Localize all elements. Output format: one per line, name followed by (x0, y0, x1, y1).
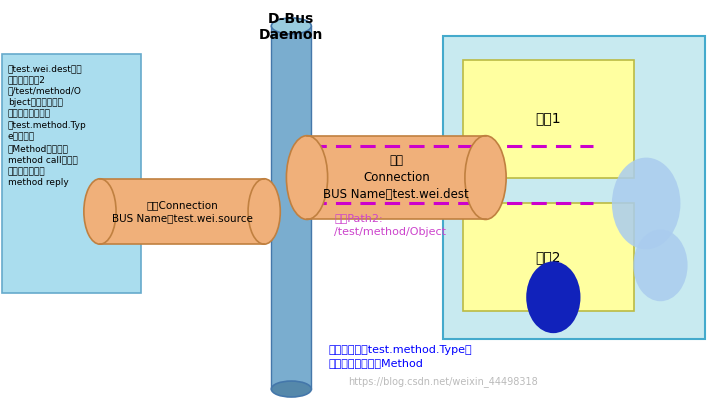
Ellipse shape (248, 179, 281, 244)
Text: 向test.wei.dest所连
接应用的对象2
（/test/method/O
bject）发送消息，
触发器中一个接口
（test.method.Typ
e: 向test.wei.dest所连 接应用的对象2 （/test/method/O… (8, 64, 86, 188)
Text: 连接
Connection
BUS Name：test.wei.dest: 连接 Connection BUS Name：test.wei.dest (323, 154, 469, 201)
Text: 对象2: 对象2 (536, 250, 561, 265)
FancyBboxPatch shape (443, 36, 705, 339)
FancyBboxPatch shape (307, 136, 486, 219)
FancyBboxPatch shape (271, 26, 311, 389)
FancyBboxPatch shape (463, 203, 634, 311)
FancyBboxPatch shape (463, 60, 634, 178)
Text: 连接Connection
BUS Name：test.wei.source: 连接Connection BUS Name：test.wei.source (111, 200, 253, 223)
Text: 对象1: 对象1 (536, 112, 561, 126)
FancyBboxPatch shape (2, 54, 141, 293)
Ellipse shape (286, 136, 328, 219)
Ellipse shape (612, 158, 680, 249)
Ellipse shape (465, 136, 506, 219)
Ellipse shape (271, 381, 311, 397)
Text: https://blog.csdn.net/weixin_44498318: https://blog.csdn.net/weixin_44498318 (348, 376, 538, 387)
Ellipse shape (271, 18, 311, 34)
Ellipse shape (633, 229, 688, 301)
Ellipse shape (526, 261, 580, 333)
Text: 有一个接口：test.method.Type，
其有一个方法叫做Method: 有一个接口：test.method.Type， 其有一个方法叫做Method (328, 345, 472, 368)
FancyBboxPatch shape (100, 179, 264, 244)
Ellipse shape (84, 179, 116, 244)
Text: D-Bus
Daemon: D-Bus Daemon (259, 12, 323, 42)
Text: 路径Path2:
/test/method/Object: 路径Path2: /test/method/Object (334, 213, 446, 237)
